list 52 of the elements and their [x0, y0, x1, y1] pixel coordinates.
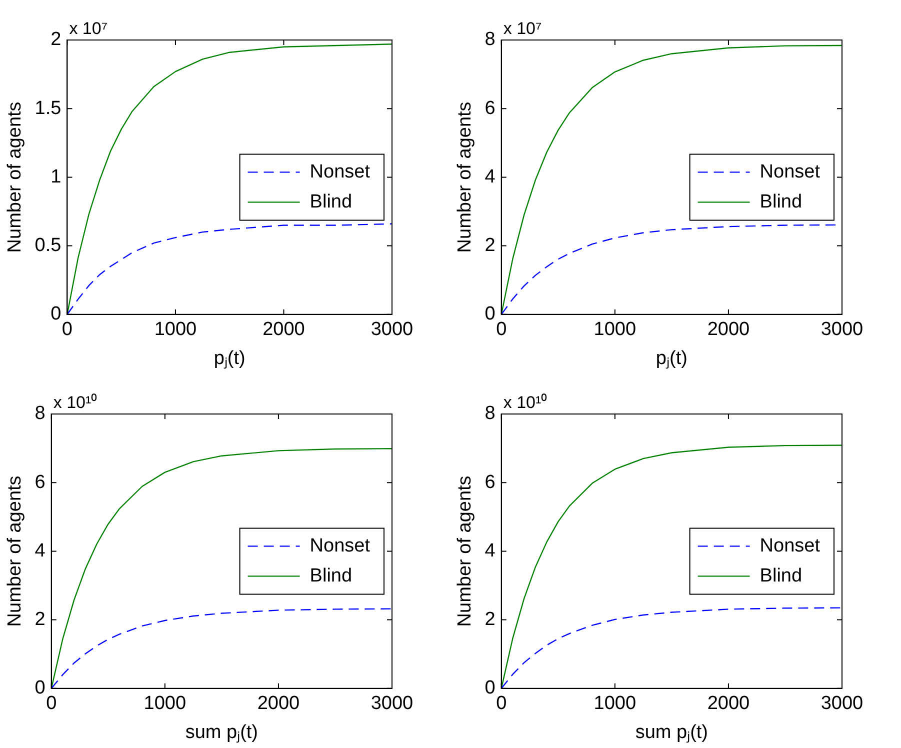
x-axis-title: sum pⱼ(t) — [635, 722, 708, 743]
y-tick-label: 0 — [34, 678, 46, 699]
legend-label: Blind — [310, 565, 352, 586]
legend-label: Nonset — [760, 161, 821, 182]
y-tick-label: 1.5 — [34, 98, 62, 119]
text: x 10⁷ — [503, 19, 542, 38]
x-tick-label: 3000 — [370, 319, 414, 340]
legend-label: Blind — [760, 565, 802, 586]
x-tick-label: 2000 — [707, 693, 750, 714]
x-tick-label: 2000 — [707, 319, 750, 340]
y-tick-label: 0 — [484, 678, 496, 699]
y-tick-label: 4 — [34, 540, 46, 562]
y-axis-title: Number of agents — [4, 102, 26, 253]
x-tick-label: 3000 — [370, 693, 414, 714]
y-axis-title: Number of agents — [454, 476, 476, 627]
x-tick-label: 2000 — [262, 319, 305, 340]
legend-label: Blind — [310, 191, 352, 212]
y-tick-label: 2 — [50, 29, 62, 50]
y-axis-title: Number of agents — [4, 476, 26, 627]
text: x 10⁷ — [69, 19, 108, 38]
y-tick-label: 4 — [484, 166, 496, 188]
y-tick-label: 2 — [484, 235, 496, 256]
legend-label: Nonset — [760, 535, 821, 556]
x-tick-label: 1000 — [594, 693, 636, 714]
x-tick-label: 2000 — [257, 693, 300, 714]
x-tick-label: 1000 — [144, 693, 186, 714]
y-tick-label: 2 — [34, 609, 46, 630]
x-tick-label: 1000 — [154, 319, 197, 340]
y-tick-label: 0.5 — [34, 235, 62, 256]
x-tick-label: 3000 — [820, 693, 864, 714]
text: x 10¹⁰ — [53, 393, 98, 412]
legend-label: Nonset — [310, 535, 371, 556]
y-tick-label: 6 — [34, 472, 46, 493]
x-axis-title: sum pⱼ(t) — [185, 722, 258, 743]
legend-label: Nonset — [310, 161, 371, 182]
y-tick-label: 0 — [50, 304, 62, 325]
y-tick-label: 2 — [484, 609, 496, 630]
y-tick-label: 8 — [484, 403, 496, 424]
x-axis-title: pⱼ(t) — [214, 348, 246, 369]
y-tick-label: 0 — [484, 304, 496, 325]
y-axis-title: Number of agents — [454, 102, 476, 253]
y-tick-label: 8 — [484, 29, 496, 50]
y-tick-label: 1 — [50, 166, 62, 188]
y-tick-label: 8 — [34, 403, 46, 424]
y-tick-label: 6 — [484, 472, 496, 493]
text: x 10¹⁰ — [503, 393, 548, 412]
x-tick-label: 3000 — [820, 319, 864, 340]
x-tick-label: 1000 — [594, 319, 636, 340]
y-tick-label: 6 — [484, 98, 496, 119]
x-axis-title: pⱼ(t) — [656, 348, 688, 369]
legend-label: Blind — [760, 191, 802, 212]
y-tick-label: 4 — [484, 540, 496, 562]
